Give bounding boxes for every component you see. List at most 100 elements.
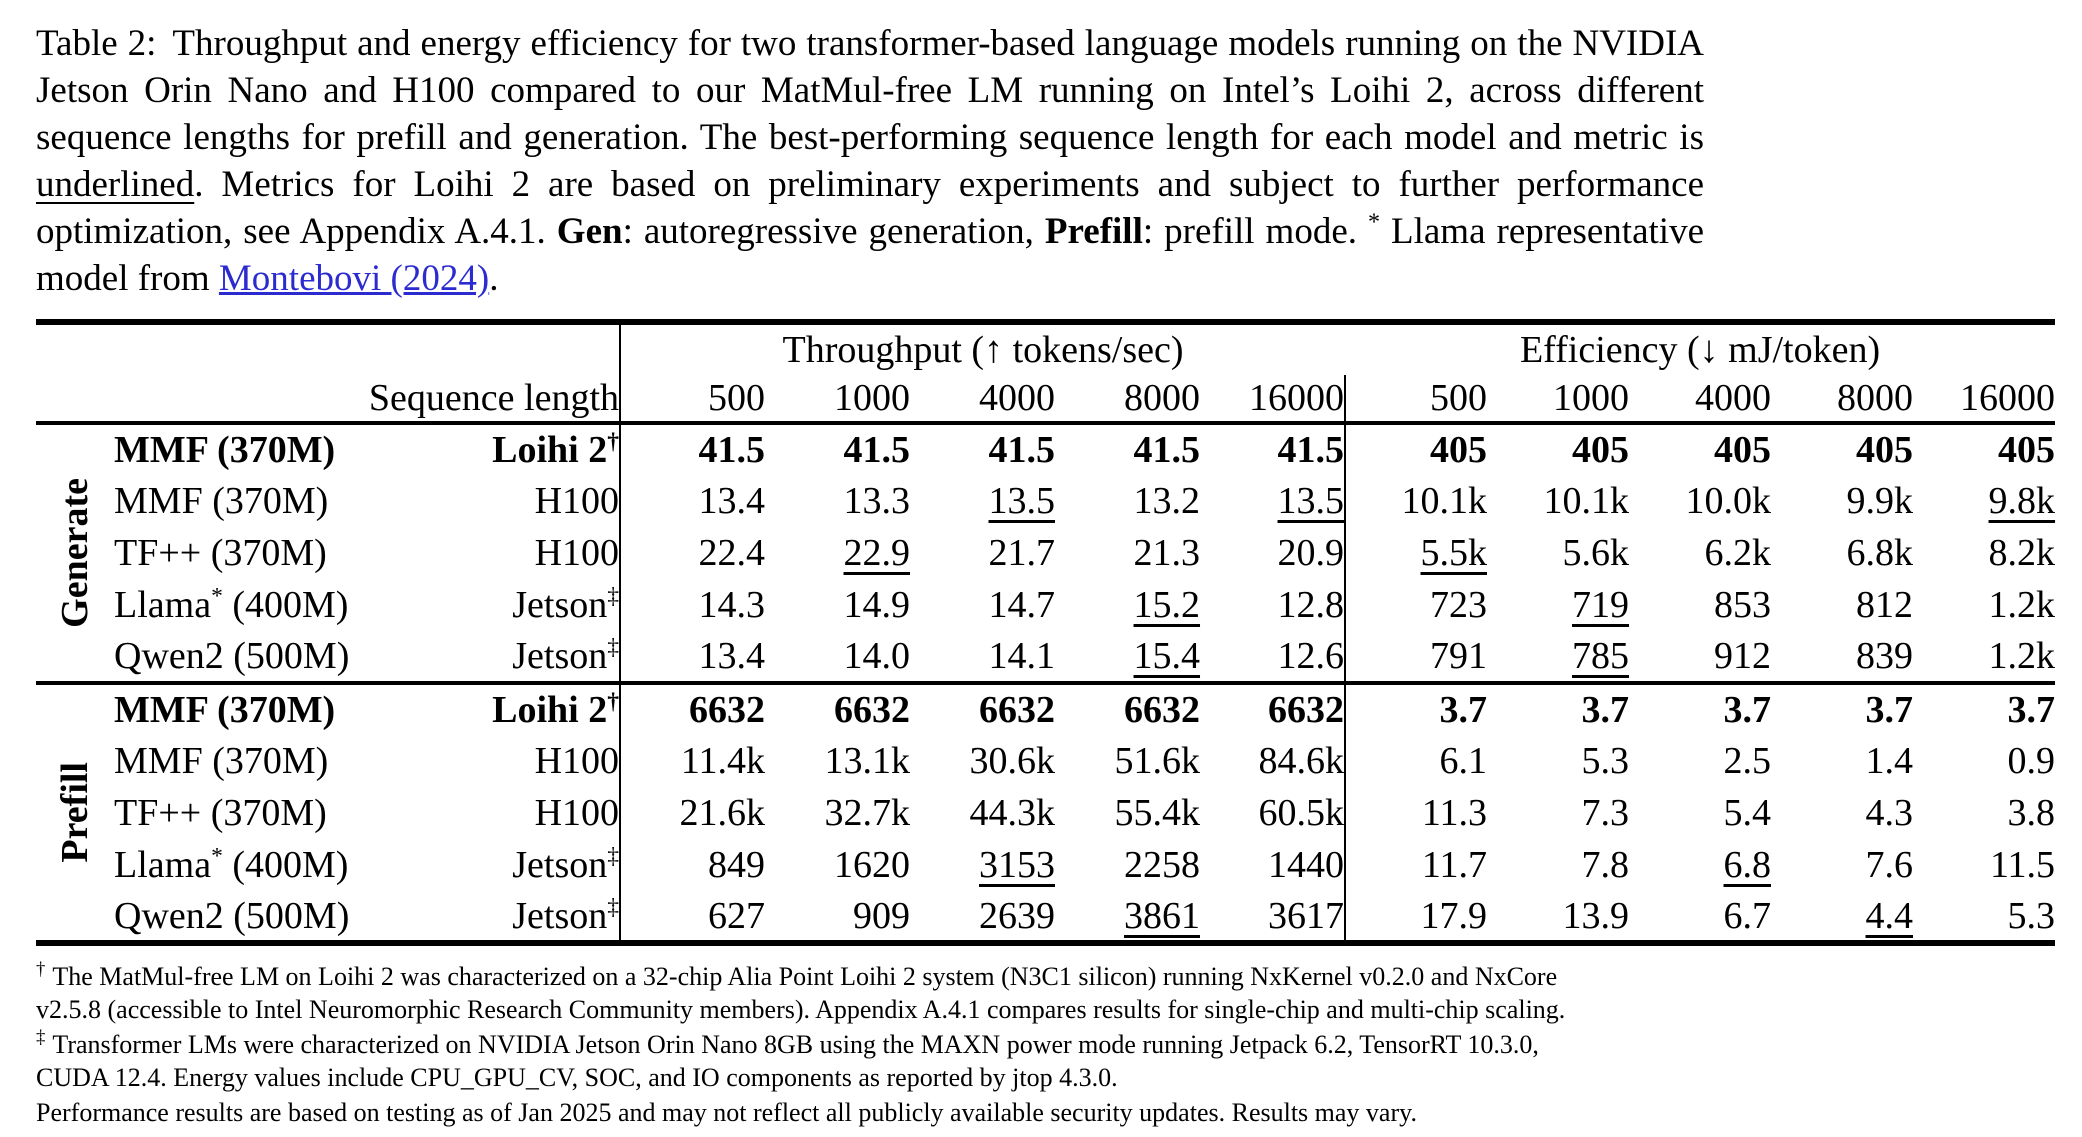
throughput-cell: 44.3k [910, 787, 1056, 839]
footnote-text: Transformer LMs were characterized on NV… [36, 1030, 1539, 1092]
group-label-text: Prefill [54, 762, 96, 863]
throughput-cell: 12.6 [1200, 631, 1346, 685]
cell-value: 5.3 [1581, 740, 1630, 782]
throughput-cell: 13.4 [619, 475, 766, 527]
table-row: TF++ (370M) H100 21.6k 32.7k 44.3k 55.4k 60.5k… [36, 787, 2055, 839]
cell-value: 853 [1714, 584, 1772, 626]
cell-value: 7.3 [1581, 792, 1630, 834]
throughput-cell: 14.1 [910, 631, 1056, 685]
throughput-cell: 22.4 [619, 527, 766, 579]
throughput-cell: 3153 [910, 839, 1055, 891]
cell-value: 3153 [979, 844, 1056, 886]
model-superscript: * [211, 583, 223, 610]
seq-length-header-eff-4000: 4000 [1629, 375, 1772, 425]
efficiency-cell: 405 [1629, 423, 1771, 475]
throughput-cell: 14.3 [619, 579, 766, 631]
cell-value: 6.8k [1846, 532, 1914, 574]
cell-value: 11.3 [1421, 792, 1488, 834]
hardware-cell: Jetson‡ [512, 583, 620, 626]
throughput-cell: 60.5k [1200, 787, 1345, 839]
efficiency-cell: 912 [1629, 631, 1772, 685]
cell-value: 2258 [1124, 844, 1201, 886]
caption-segment: Prefill [1044, 211, 1143, 252]
hardware-footnote-marker: ‡ [607, 843, 620, 870]
cell-value: 13.3 [843, 480, 911, 522]
efficiency-cell: 6.7 [1629, 891, 1772, 943]
efficiency-cell: 4.4 [1771, 891, 1914, 943]
footnote-marker: † [36, 959, 46, 981]
efficiency-cell: 9.8k [1913, 475, 2056, 527]
cell-value: 5.6k [1562, 532, 1630, 574]
cell-value: 8.2k [1988, 532, 2056, 574]
throughput-cell: 1620 [765, 839, 910, 891]
cell-value: 41.5 [988, 429, 1056, 471]
model-cell: MMF (370M) [114, 689, 336, 731]
efficiency-cell: 3.8 [1913, 787, 2056, 839]
efficiency-cell: 10.1k [1344, 475, 1488, 527]
throughput-cell: 22.9 [765, 527, 911, 579]
throughput-cell: 6632 [1200, 683, 1345, 735]
cell-value: 719 [1572, 584, 1630, 626]
hardware-cell: H100 [534, 532, 620, 574]
citation-link[interactable]: Montebovi (2024) [218, 258, 490, 299]
model-cell: MMF (370M) [114, 480, 329, 522]
hardware-footnote-marker: ‡ [607, 583, 620, 610]
model-cell: Qwen2 (500M) [114, 631, 410, 685]
throughput-cell: 13.5 [910, 475, 1056, 527]
cell-value: 44.3k [969, 792, 1056, 834]
cell-value: 14.9 [843, 584, 911, 626]
hardware-cell: Jetson‡ [512, 893, 620, 937]
cell-value: 3.7 [1723, 689, 1772, 731]
cell-value: 13.9 [1562, 894, 1630, 937]
cell-value: 3861 [1124, 894, 1201, 937]
cell-value: 32.7k [824, 792, 911, 834]
throughput-cell: 13.3 [765, 475, 911, 527]
efficiency-cell: 0.9 [1913, 735, 2056, 787]
efficiency-cell: 405 [1771, 423, 1913, 475]
cell-value: 3617 [1268, 894, 1345, 937]
cell-value: 41.5 [1277, 429, 1345, 471]
cell-value: 15.4 [1133, 635, 1201, 677]
cell-value: 791 [1430, 635, 1488, 677]
efficiency-cell: 13.9 [1487, 891, 1630, 943]
cell-value: 21.7 [988, 532, 1056, 574]
throughput-cell: 32.7k [765, 787, 911, 839]
efficiency-cell: 2.5 [1629, 735, 1772, 787]
throughput-cell: 6632 [765, 683, 910, 735]
cell-value: 55.4k [1114, 792, 1201, 834]
cell-value: 5.3 [2007, 894, 2056, 937]
model-cell: MMF (370M) [114, 740, 329, 782]
cell-value: 11.4k [680, 740, 766, 782]
cell-value: 4.4 [1865, 894, 1914, 937]
table-row: Llama* (400M) Jetson‡ 849 1620 3153 2258 1440 1… [36, 839, 2055, 891]
cell-value: 10.0k [1685, 480, 1772, 522]
throughput-cell: 84.6k [1200, 735, 1345, 787]
cell-value: 41.5 [1133, 429, 1201, 471]
throughput-cell: 909 [765, 891, 910, 943]
throughput-cell: 627 [619, 891, 766, 943]
cell-value: 13.2 [1133, 480, 1201, 522]
table-row: MMF (370M) H100 11.4k 13.1k 30.6k 51.6k 84.6k 6… [36, 735, 2055, 787]
cell-value: 20.9 [1277, 532, 1345, 574]
model-cell: MMF (370M) [114, 429, 336, 471]
cell-value: 3.8 [2007, 792, 2056, 834]
footnotes: † The MatMul-free LM on Loihi 2 was chara… [36, 960, 1566, 1129]
cell-value: 13.5 [988, 480, 1056, 522]
cell-value: 2.5 [1723, 740, 1772, 782]
caption-segment: . [489, 258, 499, 299]
cell-value: 6.2k [1704, 532, 1772, 574]
efficiency-cell: 6.8 [1629, 839, 1772, 891]
cell-value: 22.9 [843, 532, 911, 574]
seq-length-header-eff-16000: 16000 [1913, 375, 2056, 425]
header-title-row: Throughput (↑ tokens/sec) Efficiency (↓ … [36, 322, 2055, 375]
cell-value: 405 [1430, 429, 1488, 471]
cell-value: 6632 [689, 689, 766, 731]
efficiency-cell: 4.3 [1771, 787, 1914, 839]
efficiency-cell: 10.1k [1487, 475, 1630, 527]
throughput-cell: 14.9 [765, 579, 911, 631]
hardware-cell: Jetson‡ [410, 631, 621, 685]
cell-value: 4.3 [1865, 792, 1914, 834]
efficiency-cell: 405 [1487, 423, 1629, 475]
results-table: Throughput (↑ tokens/sec) Efficiency (↓ … [36, 319, 2056, 946]
seq-length-header-eff-8000: 8000 [1771, 375, 1914, 425]
